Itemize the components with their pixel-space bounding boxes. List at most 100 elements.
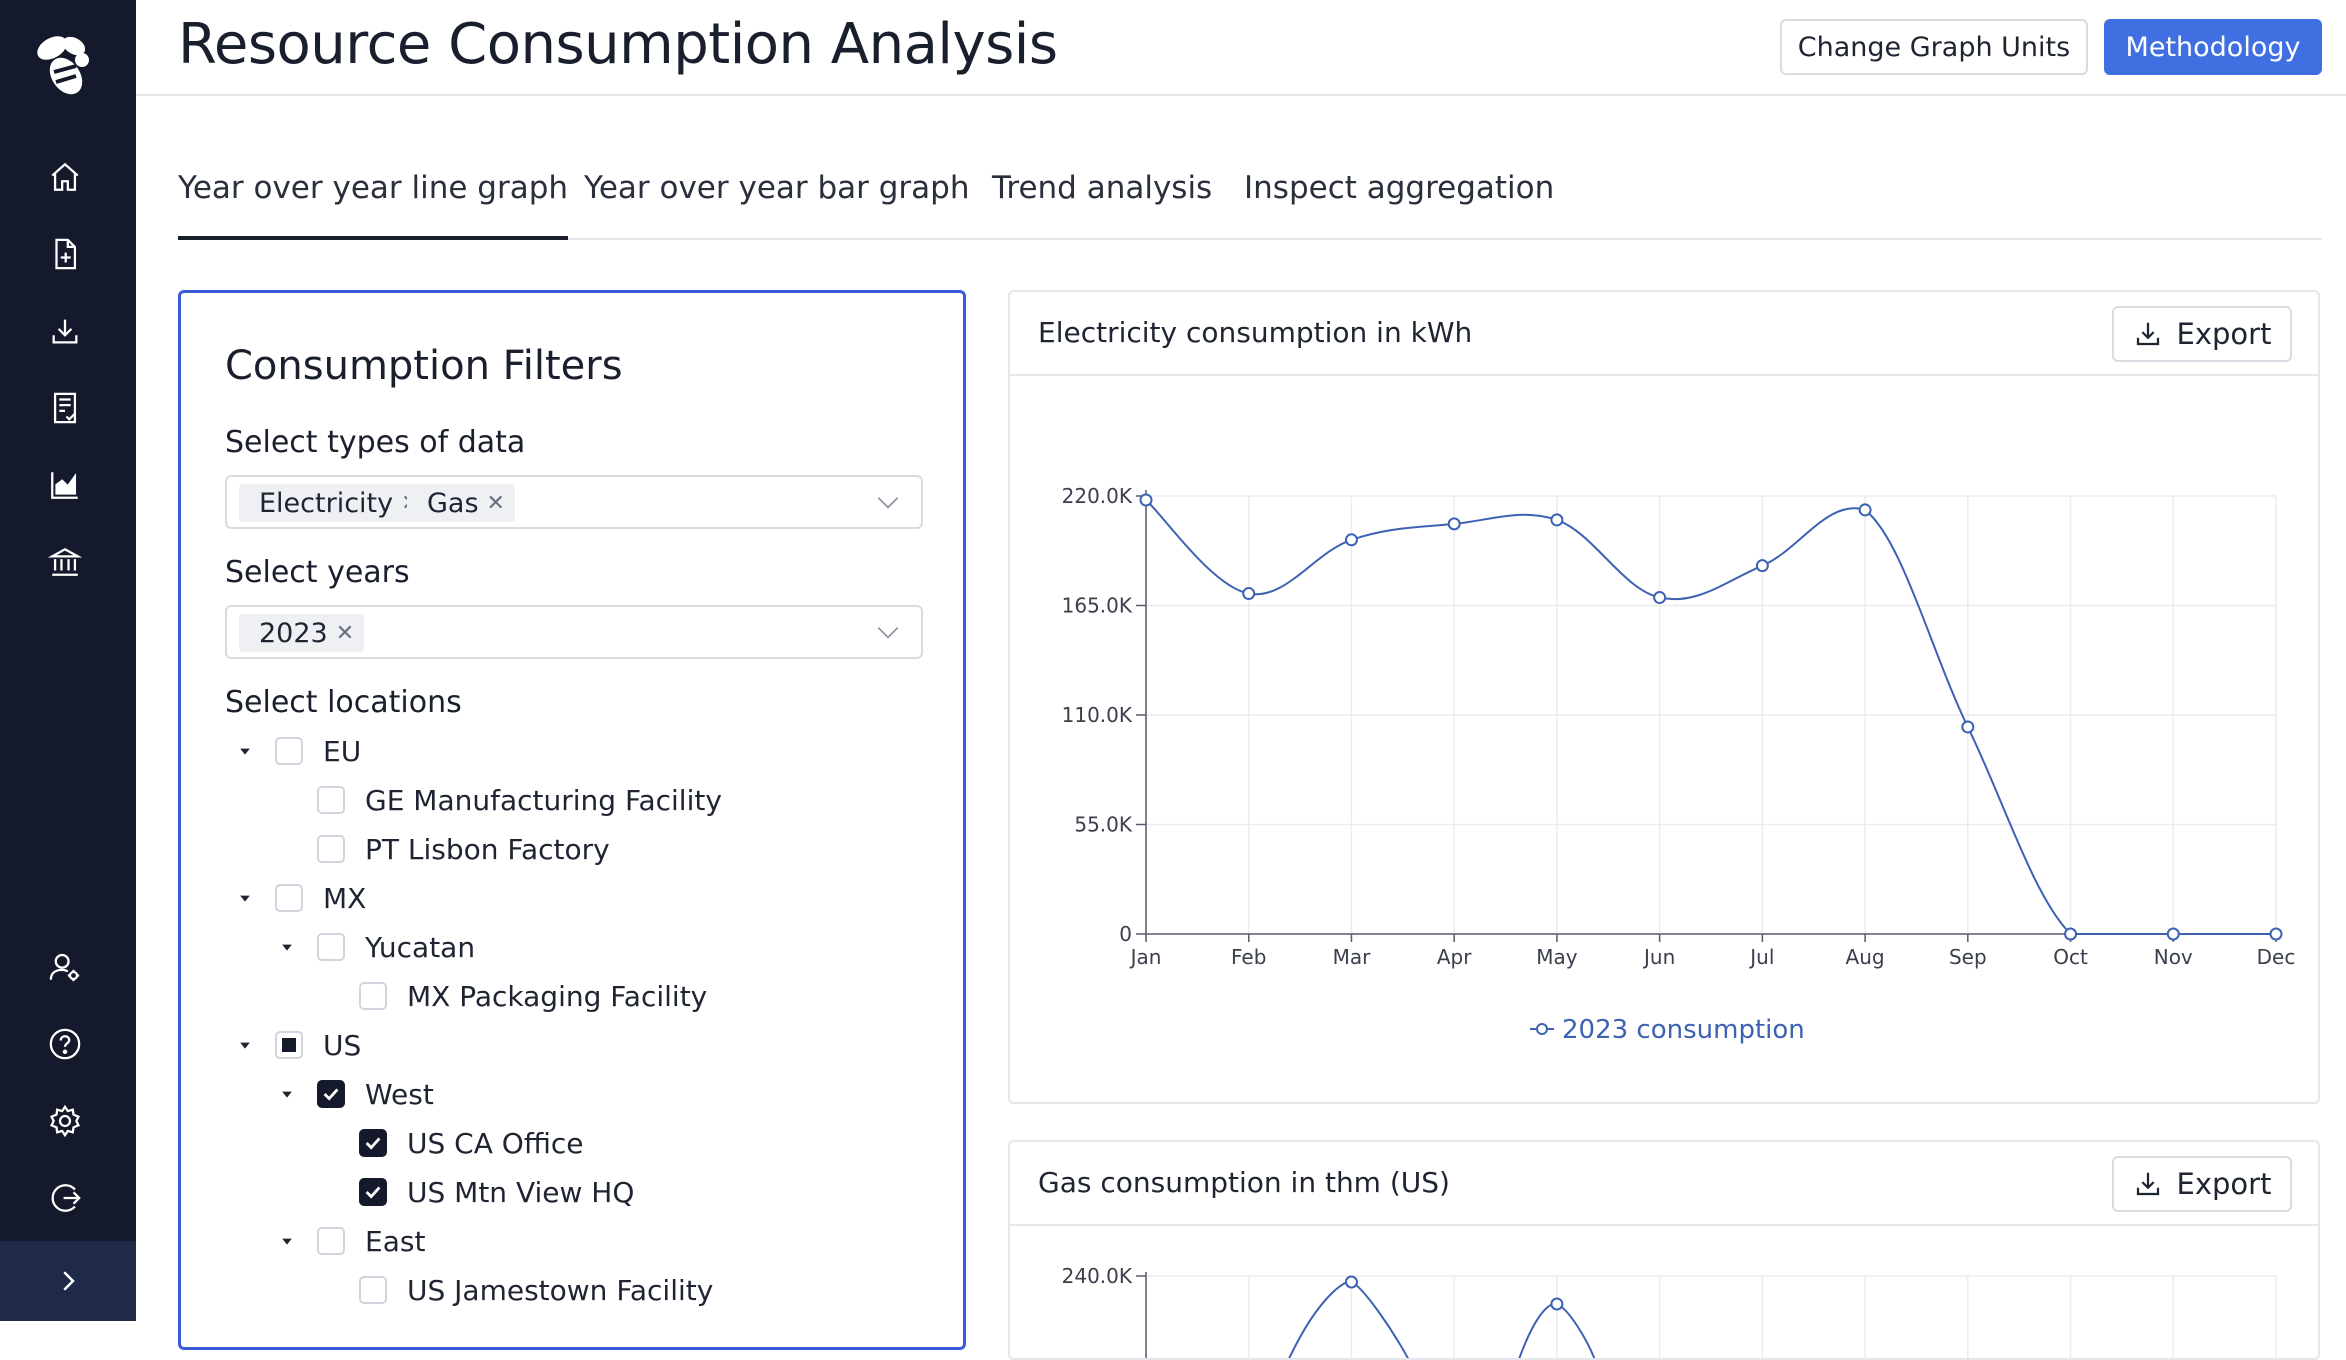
location-item-pt-lisbon-factory[interactable]: PT Lisbon Factory [275,827,610,871]
location-checkbox[interactable] [359,1276,387,1304]
data-point-sep [1961,720,1975,734]
location-checkbox[interactable] [317,1227,345,1255]
export-label: Export [2176,317,2272,351]
location-item-us-ca-office[interactable]: US CA Office [317,1121,584,1165]
export-button[interactable]: Export [2112,306,2292,362]
chevron-down-icon[interactable] [875,489,901,515]
chip-gas: Gas ✕ [407,484,515,522]
types-label: Select types of data [225,425,526,460]
caret-down-icon[interactable] [275,1229,299,1253]
tab-year-over-year-bar-graph[interactable]: Year over year bar graph [584,170,970,206]
bank-icon[interactable] [45,542,85,582]
download-icon [2136,1172,2159,1196]
sidebar-expand-button[interactable] [0,1241,136,1321]
chip-label: Gas [427,487,479,519]
consumption-filters-panel: Consumption Filters Select types of data… [178,290,966,1350]
header: Resource Consumption Analysis Change Gra… [136,0,2346,96]
x-tick-label: Jul [1748,945,1774,969]
user-settings-icon[interactable] [45,947,85,987]
location-label: GE Manufacturing Facility [365,783,722,817]
chip-label: Electricity [259,487,394,519]
change-graph-units-button[interactable]: Change Graph Units [1780,19,2088,75]
tab-year-over-year-line-graph[interactable]: Year over year line graph [178,170,569,240]
y-tick-label: 240.0K [1062,1264,1133,1288]
chip-electricity: Electricity ✕ [239,484,430,522]
data-point-jul [1755,559,1769,573]
location-checkbox[interactable] [317,835,345,863]
data-point-aug [1858,503,1872,517]
tab-bar: Year over year line graph Year over year… [178,150,2322,240]
series-line-2023 [1145,499,2276,936]
download-icon [2136,322,2159,346]
caret-down-icon[interactable] [275,1082,299,1106]
location-checkbox[interactable] [317,786,345,814]
location-checkbox[interactable] [275,737,303,765]
caret-down-icon[interactable] [275,935,299,959]
download-icon[interactable] [45,311,85,351]
caret-down-icon[interactable] [233,886,257,910]
location-item-us-mtn-view-hq[interactable]: US Mtn View HQ [317,1170,634,1214]
location-checkbox[interactable] [359,1129,387,1157]
gas-chart-title: Gas consumption in thm (US) [1038,1166,1450,1199]
location-item-east[interactable]: East [275,1219,425,1263]
location-item-mx-packaging-facility[interactable]: MX Packaging Facility [317,974,707,1018]
location-item-ge-manufacturing-facility[interactable]: GE Manufacturing Facility [275,778,722,822]
location-label: West [365,1077,434,1111]
chevron-right-icon [63,1271,75,1291]
card-header: Electricity consumption in kWh Export [1010,292,2318,376]
x-tick-label: Sep [1949,945,1987,969]
methodology-button[interactable]: Methodology [2104,19,2322,75]
location-item-west[interactable]: West [275,1072,434,1116]
x-tick-label: Mar [1333,945,1372,969]
location-item-mx[interactable]: MX [233,876,366,920]
x-tick-label: Apr [1437,945,1472,969]
bee-logo[interactable] [30,30,100,102]
x-tick-label: May [1536,945,1578,969]
export-button[interactable]: Export [2112,1156,2292,1212]
home-icon[interactable] [45,157,85,197]
locations-label: Select locations [225,685,462,720]
filters-title: Consumption Filters [225,343,623,389]
location-checkbox[interactable] [317,1080,345,1108]
report-icon[interactable] [45,388,85,428]
location-label: US [323,1028,362,1062]
x-tick-label: Jun [1642,945,1675,969]
tab-trend-analysis[interactable]: Trend analysis [992,170,1213,206]
years-select[interactable]: 2023 ✕ [225,605,923,659]
tab-inspect-aggregation[interactable]: Inspect aggregation [1244,170,1555,206]
location-checkbox[interactable] [275,1031,303,1059]
location-checkbox[interactable] [359,982,387,1010]
gear-icon[interactable] [45,1101,85,1141]
chevron-down-icon[interactable] [875,619,901,645]
electricity-chart-card: Electricity consumption in kWh Export 0 5… [1008,290,2320,1104]
location-label: East [365,1224,426,1258]
chart-icon[interactable] [45,465,85,505]
location-checkbox[interactable] [275,884,303,912]
location-checkbox[interactable] [317,933,345,961]
y-tick-label: 0 [1119,922,1132,946]
location-label: US Jamestown Facility [407,1273,714,1307]
location-item-us[interactable]: US [233,1023,361,1067]
caret-down-icon[interactable] [233,739,257,763]
location-checkbox[interactable] [359,1178,387,1206]
remove-icon[interactable]: ✕ [486,490,505,516]
remove-icon[interactable]: ✕ [335,620,355,646]
x-tick-label: Aug [1846,945,1885,969]
x-tick-label: Feb [1231,945,1266,969]
file-add-icon[interactable] [45,234,85,274]
chip-label: 2023 [259,617,328,649]
y-tick-label: 110.0K [1062,703,1133,727]
location-label: MX Packaging Facility [407,979,708,1013]
logout-icon[interactable] [45,1178,85,1218]
sidebar [0,0,136,1321]
data-point-may [1550,513,1564,527]
location-label: US CA Office [407,1126,584,1160]
location-item-yucatan[interactable]: Yucatan [275,925,475,969]
series-line-gas-peak-1 [1288,1280,1409,1358]
data-types-select[interactable]: Electricity ✕ Gas ✕ [225,475,923,529]
help-icon[interactable] [45,1024,85,1064]
location-item-eu[interactable]: EU [233,729,361,773]
location-label: PT Lisbon Factory [365,832,610,866]
caret-down-icon[interactable] [233,1033,257,1057]
location-item-us-jamestown-facility[interactable]: US Jamestown Facility [317,1268,713,1312]
